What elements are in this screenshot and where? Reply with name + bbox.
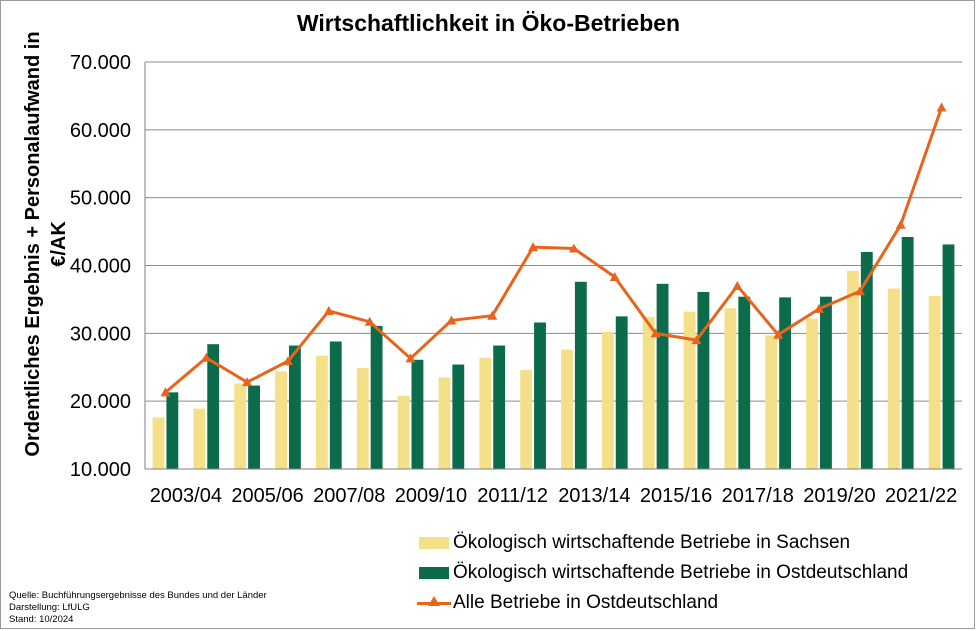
line-point-alle-betriebe (364, 316, 375, 326)
line-point-alle-betriebe (936, 102, 947, 112)
line-point-alle-betriebe (487, 310, 498, 320)
bar-ostdeutschland-oeko (901, 237, 914, 469)
line-point-alle-betriebe (446, 315, 457, 325)
x-tick-label: 2013/14 (558, 485, 630, 507)
bar-ostdeutschland-oeko (248, 385, 260, 469)
bar-sachsen (765, 335, 778, 469)
bar-ostdeutschland-oeko (288, 345, 301, 469)
line-point-alle-betriebe (854, 286, 865, 296)
bar-sachsen (356, 367, 369, 469)
legend-swatch-ostdeutschland-oeko (419, 567, 449, 579)
bar-sachsen (724, 308, 737, 469)
line-series-alle-betriebe (164, 106, 943, 394)
line-point-alle-betriebe (528, 242, 539, 252)
legend-swatch-sachsen (419, 537, 449, 549)
bar-ostdeutschland-oeko (452, 364, 465, 469)
source-line: Quelle: Buchführungsergebnisse des Bunde… (9, 590, 267, 601)
legend-marker-triangle-icon (428, 596, 440, 606)
line-point-alle-betriebe (160, 387, 171, 397)
bar-sachsen (642, 317, 655, 469)
bar-sachsen (479, 357, 492, 469)
bar-ostdeutschland-oeko (370, 325, 383, 469)
bar-ostdeutschland-oeko (697, 291, 710, 469)
y-tick-label: 20.000 (70, 391, 131, 413)
line-point-alle-betriebe (405, 353, 416, 363)
bar-sachsen (806, 318, 819, 469)
y-tick-label: 10.000 (70, 459, 131, 481)
line-point-alle-betriebe (609, 272, 620, 282)
bar-ostdeutschland-oeko (166, 392, 179, 469)
bar-sachsen (275, 371, 287, 469)
x-tick-label: 2003/04 (150, 485, 222, 507)
credit-line: Darstellung: LfULG (9, 602, 90, 613)
line-point-alle-betriebe (773, 329, 784, 339)
bar-ostdeutschland-oeko (738, 296, 751, 469)
line-point-alle-betriebe (282, 356, 293, 366)
bar-sachsen (683, 311, 696, 469)
bar-ostdeutschland-oeko (207, 344, 220, 469)
bar-sachsen (152, 417, 165, 469)
y-tick-label: 30.000 (70, 323, 131, 345)
x-tick-label: 2019/20 (803, 485, 875, 507)
bar-sachsen (601, 331, 614, 469)
x-tick-label: 2007/08 (313, 485, 385, 507)
line-point-alle-betriebe (568, 243, 579, 253)
bar-ostdeutschland-oeko (574, 281, 587, 469)
line-point-alle-betriebe (691, 335, 702, 345)
line-point-alle-betriebe (201, 352, 212, 362)
bar-sachsen (520, 369, 533, 469)
bar-ostdeutschland-oeko (493, 345, 506, 469)
bar-ostdeutschland-oeko (656, 283, 669, 469)
y-tick-label: 70.000 (70, 52, 131, 74)
line-point-alle-betriebe (814, 303, 825, 313)
x-tick-label: 2015/16 (640, 485, 712, 507)
bar-ostdeutschland-oeko (615, 316, 628, 469)
bar-sachsen (928, 296, 941, 469)
y-tick-label: 50.000 (70, 188, 131, 210)
legend-label-sachsen: Ökologisch wirtschaftende Betriebe in Sa… (453, 532, 851, 553)
x-tick-label: 2011/12 (477, 485, 548, 507)
y-tick-label: 40.000 (70, 256, 131, 278)
bar-sachsen (887, 288, 900, 469)
bar-ostdeutschland-oeko (534, 322, 546, 469)
date-line: Stand: 10/2024 (9, 614, 74, 625)
bar-sachsen (438, 377, 451, 469)
x-tick-label: 2009/10 (395, 485, 467, 507)
bar-sachsen (397, 395, 410, 469)
legend-label-alle-betriebe: Alle Betriebe in Ostdeutschland (453, 592, 719, 613)
bar-sachsen (193, 408, 206, 469)
bar-ostdeutschland-oeko (820, 296, 832, 469)
bar-sachsen (234, 383, 247, 469)
bar-ostdeutschland-oeko (411, 359, 424, 469)
line-point-alle-betriebe (732, 280, 743, 290)
bar-ostdeutschland-oeko (860, 251, 873, 469)
bar-sachsen (561, 349, 573, 469)
x-tick-label: 2017/18 (722, 485, 794, 507)
line-point-alle-betriebe (650, 328, 661, 338)
line-point-alle-betriebe (323, 305, 334, 315)
bar-ostdeutschland-oeko (329, 341, 342, 469)
bar-ostdeutschland-oeko (779, 297, 792, 469)
bar-ostdeutschland-oeko (942, 244, 955, 469)
bar-sachsen (315, 355, 328, 469)
source-note: Quelle: Buchführungsergebnisse des Bunde… (9, 590, 267, 626)
bar-sachsen (847, 270, 859, 469)
y-tick-label: 60.000 (70, 120, 131, 142)
x-tick-label: 2021/22 (885, 485, 957, 507)
line-point-alle-betriebe (895, 219, 906, 229)
x-tick-label: 2005/06 (231, 485, 303, 507)
line-point-alle-betriebe (242, 377, 253, 387)
chart-title: Wirtschaftlichkeit in Öko-Betrieben (296, 10, 681, 36)
legend-label-ostdeutschland-oeko: Ökologisch wirtschaftende Betriebe in Os… (453, 562, 909, 583)
